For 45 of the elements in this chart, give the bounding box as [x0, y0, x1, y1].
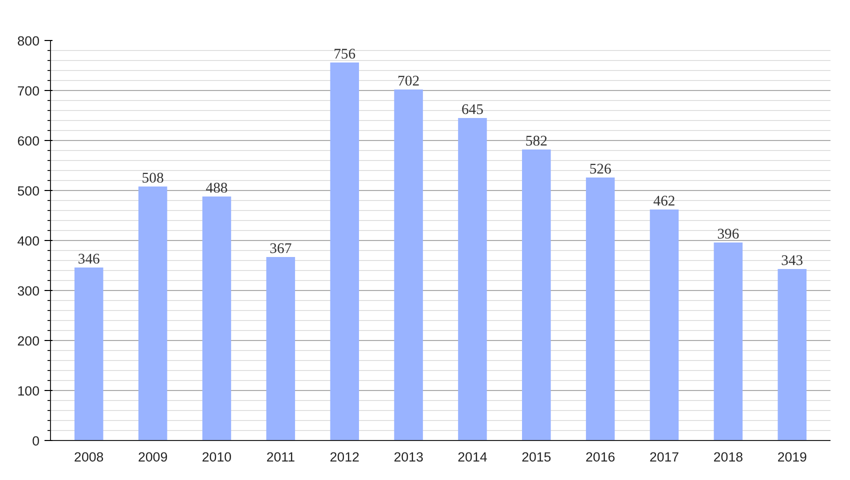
data-label: 702	[398, 74, 420, 90]
data-label: 346	[78, 252, 100, 268]
data-label: 343	[781, 253, 804, 269]
y-tick-label: 400	[17, 234, 40, 248]
data-label: 367	[270, 241, 292, 257]
bar	[586, 178, 615, 440]
data-label: 756	[334, 46, 356, 62]
x-tick-label: 2009	[138, 450, 168, 464]
x-tick-label: 2017	[649, 450, 680, 464]
bar	[778, 269, 807, 440]
x-tick-label: 2013	[394, 450, 424, 464]
y-tick-label: 500	[17, 184, 40, 198]
bar	[74, 268, 104, 440]
x-tick-label: 2019	[777, 450, 807, 464]
y-tick-label: 0	[32, 434, 40, 448]
bar	[458, 118, 487, 440]
x-tick-label: 2018	[713, 450, 744, 464]
bar	[650, 210, 679, 440]
x-tick-label: 2010	[202, 450, 232, 464]
y-tick-label: 100	[17, 384, 40, 398]
x-tick-label: 2008	[74, 450, 104, 464]
bar	[330, 62, 359, 440]
data-label: 488	[206, 180, 228, 196]
bar	[714, 242, 743, 440]
x-tick-label: 2015	[522, 450, 552, 464]
y-tick-label: 300	[17, 284, 40, 298]
bar	[394, 90, 423, 440]
y-tick-label: 700	[17, 84, 40, 98]
data-label: 526	[589, 162, 612, 178]
data-label: 462	[653, 194, 676, 210]
data-label: 396	[717, 226, 740, 242]
data-label: 508	[142, 170, 164, 186]
x-tick-label: 2012	[330, 450, 360, 464]
y-tick-label: 200	[17, 334, 40, 348]
data-label: 645	[461, 102, 484, 118]
x-tick-label: 2016	[586, 450, 616, 464]
data-label: 582	[525, 134, 548, 150]
y-tick-label: 800	[17, 34, 40, 48]
bar	[202, 196, 232, 440]
x-tick-label: 2011	[266, 450, 296, 464]
x-tick-label: 2014	[458, 450, 488, 464]
bar	[266, 257, 296, 440]
bar	[138, 186, 168, 440]
y-tick-label: 600	[17, 134, 40, 148]
bar	[522, 150, 551, 440]
